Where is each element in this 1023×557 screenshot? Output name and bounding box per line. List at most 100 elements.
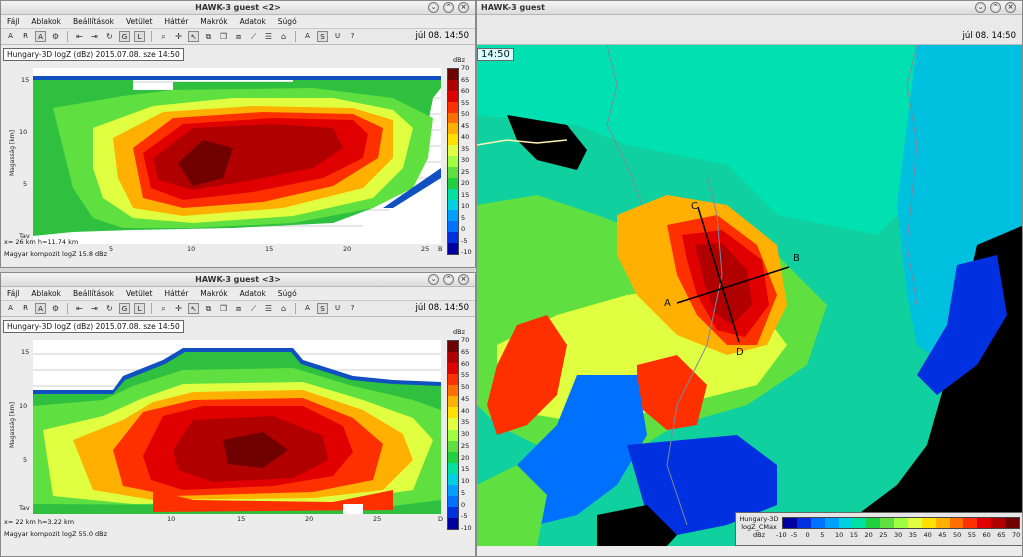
toolbar-a-box-button[interactable]: A [35,31,46,42]
toolbar-s-button[interactable]: S [317,31,328,42]
section-label-b: B [793,253,800,264]
maximize-icon[interactable]: ⌃ [443,2,454,13]
menu-item[interactable]: Makrók [200,289,228,298]
select-icon[interactable]: ↖ [188,303,199,314]
close-icon[interactable]: × [1005,2,1016,13]
colorbar-segment [448,166,458,178]
clock: júl 08. 14:50 [415,31,469,41]
line-tool-icon[interactable]: ⟋ [250,304,257,313]
step-back-icon[interactable]: ⇤ [76,32,83,41]
colorbar-segment [448,440,458,452]
zoom-icon[interactable]: ⌕ [161,32,166,41]
toolbar-a-button[interactable]: A [8,304,13,312]
cross-section-plot[interactable]: Hungary-3D logZ (dBz) 2015.07.08. sze 14… [1,46,475,267]
layers-icon[interactable]: ❐ [219,304,228,313]
colorbar-segment [448,156,458,167]
menu-item[interactable]: Fájl [7,17,20,26]
help-icon[interactable]: ? [350,32,355,40]
toolbar-a-box-button[interactable]: A [35,303,46,314]
colorbar-segment [448,363,458,375]
toolbar-l-button[interactable]: L [134,31,145,42]
reflectivity-map [477,45,1022,546]
close-icon[interactable]: × [458,2,469,13]
colorbar-tick: 65 [461,75,470,84]
filter-icon[interactable]: ☰ [264,304,273,313]
maximize-icon[interactable]: ⌃ [443,274,454,285]
legend-segment [852,518,867,528]
filter-icon[interactable]: ☰ [264,32,273,41]
y-tick-5: 5 [23,180,28,188]
minimize-icon[interactable]: ⌄ [975,2,986,13]
step-forward-icon[interactable]: ⇥ [91,32,98,41]
menu-item[interactable]: Adatok [239,289,266,298]
menu-item[interactable]: Vetület [125,17,153,26]
copy-icon[interactable]: ⧉ [205,304,212,313]
window-title: HAWK-3 guest ⌄ ⌃ × [477,1,1022,15]
legend-tick: 35 [908,531,918,539]
toolbar-a2-button[interactable]: A [305,304,310,312]
window-controls: ⌄ ⌃ × [428,274,469,285]
colorbar-tick: 40 [461,133,470,141]
toolbar-l-button[interactable]: L [134,303,145,314]
menu-item[interactable]: Fájl [7,289,20,298]
colorbar-segment [448,90,458,102]
pages-icon[interactable]: ⧈ [235,32,242,41]
menu-item[interactable]: Súgó [277,289,297,298]
colorbar-tick: 15 [461,465,470,474]
colorbar-segment [448,506,458,518]
menu-item[interactable]: Adatok [239,17,266,26]
zoom-icon[interactable]: ⌕ [161,304,166,313]
toolbar-r-button[interactable]: R [23,32,28,40]
settings-icon[interactable]: ⚙ [51,32,60,41]
toolbar-a-button[interactable]: A [8,32,13,40]
toolbar-g-button[interactable]: G [119,31,130,42]
menu-item[interactable]: Háttér [164,17,189,26]
toolbar-r-button[interactable]: R [23,304,28,312]
copy-icon[interactable]: ⧉ [205,32,212,41]
toolbar-u-button[interactable]: U [334,32,341,40]
toolbar-a2-button[interactable]: A [305,32,310,40]
close-icon[interactable]: × [458,274,469,285]
building-icon[interactable]: ⌂ [280,304,287,313]
cross-section-plot[interactable]: Hungary-3D logZ (dBz) 2015.07.08. sze 14… [1,318,475,556]
legend-segment [783,518,797,528]
step-back-icon[interactable]: ⇤ [76,304,83,313]
step-forward-icon[interactable]: ⇥ [91,304,98,313]
menu-item[interactable]: Ablakok [31,289,61,298]
crosshair-icon[interactable]: ✛ [175,304,182,313]
colorbar-segment [448,473,458,485]
x-tick-25: 25 [373,515,382,523]
toolbar-u-button[interactable]: U [334,304,341,312]
pages-icon[interactable]: ⧈ [235,304,242,313]
clock: júl 08. 14:50 [415,303,469,313]
minimize-icon[interactable]: ⌄ [428,274,439,285]
loop-icon[interactable]: ↻ [106,32,113,41]
line-tool-icon[interactable]: ⟋ [250,32,257,41]
menu-item[interactable]: Beállítások [72,289,114,298]
x-axis-end-label: D [438,515,444,523]
maximize-icon[interactable]: ⌃ [990,2,1001,13]
radar-map[interactable]: 14:50 C B A D Hungary-3D logZ_CMax dBz -… [477,45,1022,546]
legend-tick: 65 [997,531,1006,539]
menu-item[interactable]: Beállítások [72,17,114,26]
colorbar-tick: 40 [461,406,470,415]
help-icon[interactable]: ? [350,304,355,312]
menu-item[interactable]: Vetület [125,289,153,298]
toolbar-s-button[interactable]: S [317,303,328,314]
colorbar-segment [448,134,458,146]
settings-icon[interactable]: ⚙ [51,304,60,313]
loop-icon[interactable]: ↻ [106,304,113,313]
cursor-position: x= 26 km h=11.74 km [4,238,79,246]
legend-tick: 40 [923,531,932,539]
toolbar-g-button[interactable]: G [119,303,130,314]
menu-item[interactable]: Makrók [200,17,228,26]
minimize-icon[interactable]: ⌄ [428,2,439,13]
menu-item[interactable]: Háttér [164,289,189,298]
menu-item[interactable]: Ablakok [31,17,61,26]
menu-item[interactable]: Súgó [277,17,297,26]
crosshair-icon[interactable]: ✛ [175,32,182,41]
building-icon[interactable]: ⌂ [280,32,287,41]
layers-icon[interactable]: ❐ [219,32,228,41]
y-tick-tav: Tav [19,232,30,240]
select-icon[interactable]: ↖ [188,31,199,42]
